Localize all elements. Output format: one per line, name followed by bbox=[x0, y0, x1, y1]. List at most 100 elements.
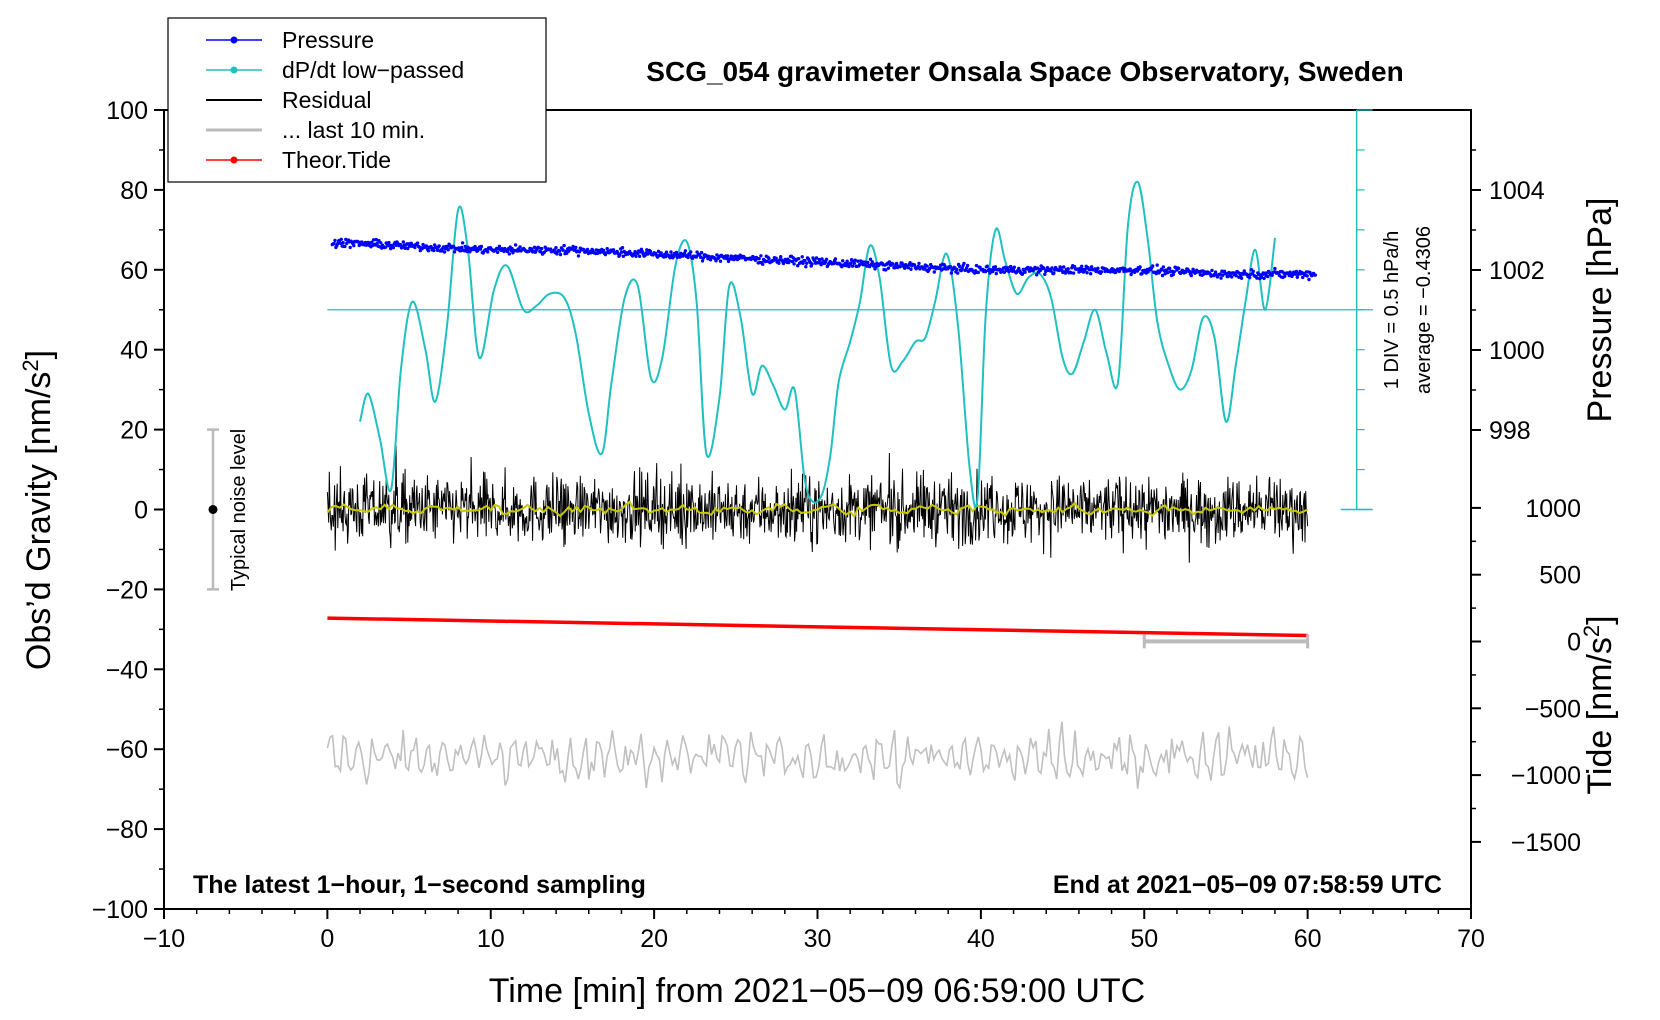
pressure-point bbox=[833, 257, 838, 261]
pressure-point bbox=[965, 263, 970, 268]
pressure-point bbox=[558, 252, 563, 257]
pressure-point bbox=[645, 248, 649, 252]
pressure-point bbox=[554, 246, 558, 250]
x-tick-label: 50 bbox=[1130, 925, 1158, 953]
y-tick-label: −80 bbox=[106, 816, 148, 844]
pressure-point bbox=[1168, 266, 1172, 271]
pressure-point bbox=[866, 260, 870, 265]
pressure-point bbox=[1128, 267, 1132, 271]
pressure-point bbox=[818, 260, 822, 264]
pressure-axis-title: Pressure [hPa] bbox=[1581, 198, 1619, 423]
pressure-point bbox=[562, 243, 566, 248]
pressure-point bbox=[1138, 265, 1142, 269]
legend-marker-tide bbox=[230, 156, 238, 164]
pressure-point bbox=[1219, 276, 1223, 280]
x-tick-label: 70 bbox=[1457, 925, 1485, 953]
legend-label-last10: ... last 10 min. bbox=[282, 117, 425, 143]
pressure-point bbox=[1307, 277, 1311, 282]
pressure-point bbox=[1171, 272, 1176, 277]
pressure-point bbox=[379, 241, 383, 245]
pressure-point bbox=[1255, 276, 1259, 280]
pressure-point bbox=[537, 246, 541, 250]
pressure-point bbox=[917, 261, 921, 266]
pressure-point bbox=[887, 260, 892, 264]
pressure-point bbox=[618, 253, 622, 257]
noise-level-label: Typical noise level bbox=[228, 429, 250, 591]
pressure-point bbox=[1050, 266, 1054, 270]
pressure-point bbox=[732, 257, 736, 262]
pressure-point bbox=[478, 247, 483, 251]
series-layer bbox=[207, 180, 1318, 791]
pressure-point bbox=[668, 256, 672, 260]
pressure-point bbox=[955, 267, 959, 272]
series-dpdt-line bbox=[359, 180, 1276, 509]
pressure-point bbox=[932, 270, 936, 274]
pressure-point bbox=[1062, 265, 1066, 269]
pressure-point bbox=[792, 262, 796, 266]
pressure-point bbox=[370, 240, 374, 244]
pressure-tick-label: 1002 bbox=[1489, 257, 1545, 285]
pressure-point bbox=[1273, 266, 1277, 271]
pressure-point bbox=[345, 241, 349, 246]
pressure-point bbox=[805, 261, 809, 265]
pressure-point bbox=[988, 271, 992, 275]
y-axis-title-sup: 2 bbox=[18, 359, 43, 371]
pressure-point bbox=[983, 269, 988, 274]
pressure-point bbox=[435, 248, 440, 252]
pressure-point bbox=[867, 264, 872, 269]
pressure-point bbox=[941, 267, 945, 271]
pressure-point bbox=[1189, 273, 1194, 278]
pressure-point bbox=[801, 261, 805, 265]
pressure-point bbox=[621, 254, 626, 258]
pressure-point bbox=[1259, 275, 1264, 280]
pressure-point bbox=[700, 259, 705, 263]
pressure-point bbox=[1043, 272, 1047, 276]
tide-axis-title-main: Tide [nm/s bbox=[1581, 637, 1619, 794]
pressure-point bbox=[845, 259, 849, 263]
dpdt-average-label: average = −0.4306 bbox=[1413, 226, 1435, 394]
pressure-point bbox=[403, 246, 407, 250]
pressure-point bbox=[557, 249, 562, 253]
pressure-point bbox=[1066, 267, 1070, 271]
pressure-point bbox=[1184, 270, 1188, 274]
y-tick-label: 0 bbox=[134, 497, 148, 525]
dpdt-scale-layer bbox=[327, 109, 1373, 511]
pressure-point bbox=[725, 254, 730, 258]
pressure-tick-label: 1000 bbox=[1489, 337, 1545, 365]
pressure-point bbox=[561, 248, 565, 252]
pressure-point bbox=[634, 254, 638, 258]
pressure-point bbox=[906, 266, 910, 270]
pressure-point bbox=[518, 245, 522, 249]
pressure-point bbox=[594, 248, 599, 252]
pressure-point bbox=[737, 256, 741, 260]
pressure-point bbox=[1251, 269, 1256, 274]
pressure-tick-label: 998 bbox=[1489, 417, 1531, 445]
pressure-point bbox=[767, 257, 771, 261]
pressure-point bbox=[1057, 268, 1061, 273]
pressure-point bbox=[601, 248, 606, 253]
pressure-point bbox=[1069, 271, 1073, 275]
pressure-point bbox=[605, 247, 609, 251]
pressure-point bbox=[374, 237, 378, 242]
pressure-point bbox=[765, 259, 769, 263]
pressure-point bbox=[1239, 276, 1244, 280]
y-axis-title-close: ] bbox=[20, 350, 58, 359]
pressure-point bbox=[445, 245, 449, 249]
pressure-tick-label: 1004 bbox=[1489, 177, 1545, 205]
pressure-point bbox=[440, 249, 444, 253]
pressure-point bbox=[674, 250, 679, 255]
pressure-point bbox=[850, 264, 855, 268]
pressure-point bbox=[777, 261, 781, 265]
pressure-point bbox=[1154, 271, 1159, 276]
pressure-point bbox=[1283, 274, 1287, 278]
pressure-point bbox=[1161, 265, 1166, 269]
pressure-point bbox=[841, 259, 845, 263]
pressure-point bbox=[442, 250, 447, 254]
pressure-point bbox=[460, 245, 464, 250]
pressure-point bbox=[1210, 268, 1214, 273]
pressure-point bbox=[513, 243, 518, 247]
pressure-point bbox=[421, 242, 425, 247]
tide-tick-label: −1000 bbox=[1511, 762, 1581, 790]
pressure-point bbox=[1248, 275, 1252, 280]
